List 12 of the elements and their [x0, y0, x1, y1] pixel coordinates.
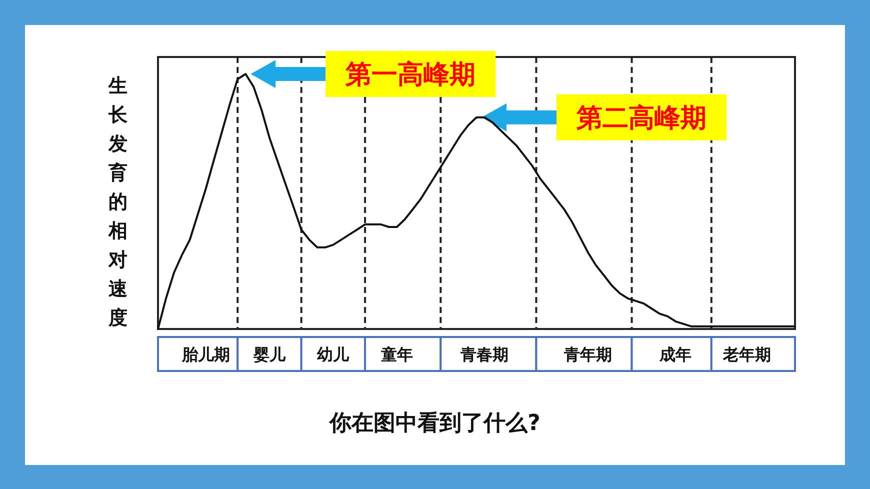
annotation: 第二高峰期: [576, 103, 706, 134]
text: 你在图中看到了什么?: [328, 411, 540, 436]
x-tick-label: 老年期: [722, 345, 772, 364]
x-tick-label: 青年期: [562, 345, 612, 364]
x-tick-label: 青春期: [459, 345, 508, 364]
x-tick-label: 成年: [658, 345, 692, 364]
x-tick-label: 婴儿: [252, 345, 286, 364]
annotation: 第一高峰期: [344, 60, 476, 90]
x-tick-label: 幼儿: [317, 345, 350, 364]
text: 生长发育的相对速度: [108, 75, 128, 329]
x-tick-label: 童年: [380, 345, 413, 364]
x-tick-label: 胎儿期: [180, 345, 230, 364]
